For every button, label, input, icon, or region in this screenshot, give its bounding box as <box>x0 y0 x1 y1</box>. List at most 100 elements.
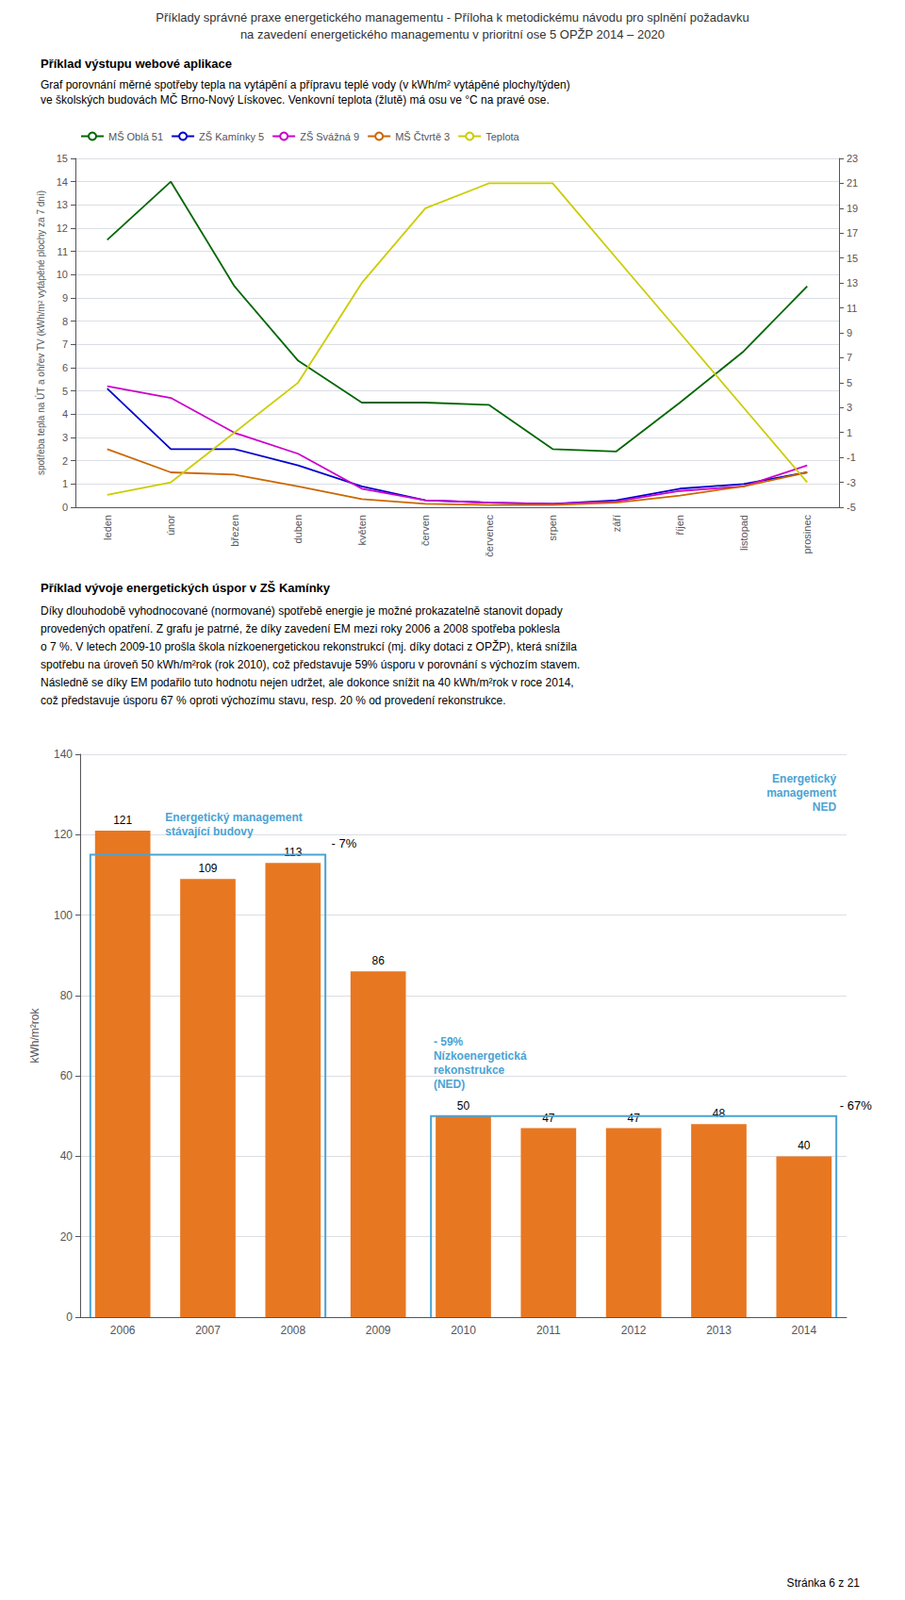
svg-text:Graf porovnání měrné spotřeby: Graf porovnání měrné spotřeby tepla na v… <box>40 78 571 92</box>
svg-text:121: 121 <box>113 813 132 827</box>
svg-text:2: 2 <box>62 455 68 467</box>
svg-text:- 59%: - 59% <box>433 1035 464 1049</box>
svg-text:září: září <box>610 514 623 532</box>
svg-text:MŠ Oblá 51: MŠ Oblá 51 <box>108 131 164 143</box>
svg-text:12: 12 <box>56 222 68 234</box>
svg-text:Příklady správné praxe energet: Příklady správné praxe energetického man… <box>155 10 749 25</box>
svg-text:spotřeba tepla na ÚT a ohřev T: spotřeba tepla na ÚT a ohřev TV (kWh/m² … <box>34 190 47 476</box>
svg-text:140: 140 <box>53 747 73 761</box>
svg-text:4: 4 <box>62 408 68 420</box>
svg-text:120: 120 <box>53 827 73 841</box>
svg-text:Následně se díky EM podařilo t: Následně se díky EM podařilo tuto hodnot… <box>40 675 575 690</box>
svg-text:Příklad vývoje energetických ú: Příklad vývoje energetických úspor v ZŠ … <box>40 580 331 595</box>
svg-text:11: 11 <box>57 246 68 258</box>
svg-text:20: 20 <box>60 1230 74 1244</box>
svg-text:2006: 2006 <box>110 1323 136 1337</box>
svg-text:2007: 2007 <box>195 1323 221 1337</box>
svg-text:srpen: srpen <box>546 514 559 542</box>
svg-text:Příklad výstupu webové aplikac: Příklad výstupu webové aplikace <box>40 56 232 71</box>
svg-text:ZŠ Kamínky 5: ZŠ Kamínky 5 <box>198 131 264 143</box>
svg-text:kWh/m²rok: kWh/m²rok <box>28 1007 42 1064</box>
svg-text:86: 86 <box>371 954 385 968</box>
svg-text:11: 11 <box>846 302 857 314</box>
svg-text:40: 40 <box>797 1138 811 1152</box>
svg-text:což představuje úsporu 67 % op: což představuje úsporu 67 % oproti výcho… <box>40 693 507 708</box>
svg-text:2009: 2009 <box>365 1323 392 1337</box>
svg-text:10: 10 <box>56 268 68 280</box>
svg-text:14: 14 <box>56 176 68 188</box>
svg-text:provedených opatření. Z grafu: provedených opatření. Z grafu je patrné,… <box>40 622 560 636</box>
svg-text:Energetický: Energetický <box>772 772 837 786</box>
svg-text:47: 47 <box>542 1111 556 1125</box>
svg-text:2012: 2012 <box>621 1323 647 1337</box>
svg-text:prosinec: prosinec <box>801 514 813 555</box>
svg-text:5: 5 <box>62 385 68 397</box>
svg-text:NED: NED <box>812 800 838 814</box>
svg-text:2010: 2010 <box>450 1323 477 1337</box>
svg-text:Díky dlouhodobě vyhodnocované: Díky dlouhodobě vyhodnocované (normované… <box>40 604 563 618</box>
svg-text:2013: 2013 <box>706 1323 732 1337</box>
svg-text:-3: -3 <box>846 477 856 489</box>
svg-text:(NED): (NED) <box>433 1077 465 1091</box>
svg-text:113: 113 <box>283 845 302 859</box>
svg-text:Stránka 6 z 21: Stránka 6 z 21 <box>787 1576 861 1590</box>
svg-text:2011: 2011 <box>536 1323 561 1337</box>
svg-text:3: 3 <box>62 431 68 444</box>
svg-text:13: 13 <box>846 277 858 289</box>
svg-text:listopad: listopad <box>738 514 750 551</box>
svg-text:květen: květen <box>356 514 368 545</box>
svg-text:60: 60 <box>60 1069 74 1083</box>
svg-text:Nízkoenergetická: Nízkoenergetická <box>433 1049 527 1063</box>
svg-text:Energetický management: Energetický management <box>164 810 302 824</box>
svg-text:13: 13 <box>56 198 68 211</box>
svg-text:19: 19 <box>846 202 858 214</box>
svg-text:1: 1 <box>846 427 853 439</box>
svg-text:červenec: červenec <box>483 514 495 558</box>
svg-text:na zavedení energetického mana: na zavedení energetického managementu v … <box>240 27 665 42</box>
svg-text:ZŠ Svážná 9: ZŠ Svážná 9 <box>299 131 360 143</box>
svg-text:leden: leden <box>101 514 114 541</box>
svg-text:9: 9 <box>62 292 68 304</box>
svg-text:říjen: říjen <box>674 514 686 535</box>
svg-text:0: 0 <box>65 1310 73 1324</box>
svg-text:8: 8 <box>62 315 68 328</box>
svg-text:3: 3 <box>846 401 853 413</box>
svg-text:5: 5 <box>846 377 853 389</box>
svg-text:50: 50 <box>457 1099 471 1113</box>
svg-text:80: 80 <box>60 988 74 1003</box>
svg-text:- 67%: - 67% <box>839 1098 873 1113</box>
svg-text:management: management <box>766 786 837 800</box>
svg-text:17: 17 <box>846 227 858 239</box>
svg-text:9: 9 <box>846 327 853 339</box>
svg-text:-1: -1 <box>846 451 856 463</box>
svg-text:únor: únor <box>164 514 177 536</box>
svg-text:23: 23 <box>846 152 858 165</box>
svg-text:červen: červen <box>419 514 431 546</box>
svg-text:109: 109 <box>197 861 217 875</box>
svg-text:stávající budovy: stávající budovy <box>164 824 254 839</box>
svg-text:- 7%: - 7% <box>330 836 357 851</box>
svg-text:100: 100 <box>53 908 73 922</box>
svg-text:spotřebu na úroveň 50 kWh/m²ro: spotřebu na úroveň 50 kWh/m²rok (rok 201… <box>40 658 580 672</box>
svg-text:rekonstrukce: rekonstrukce <box>433 1063 506 1077</box>
svg-text:7: 7 <box>846 351 853 363</box>
svg-text:2008: 2008 <box>279 1323 306 1337</box>
svg-text:duben: duben <box>292 514 304 544</box>
svg-text:ve školských budovách MČ Brno-: ve školských budovách MČ Brno-Nový Lísko… <box>40 92 550 107</box>
svg-text:MŠ Čtvrtě 3: MŠ Čtvrtě 3 <box>394 131 450 143</box>
svg-text:40: 40 <box>60 1149 74 1163</box>
svg-text:21: 21 <box>846 177 858 189</box>
svg-text:6: 6 <box>62 362 68 374</box>
svg-text:0: 0 <box>62 501 68 513</box>
svg-text:1: 1 <box>62 477 68 490</box>
svg-text:-5: -5 <box>846 501 856 513</box>
svg-text:48: 48 <box>712 1106 726 1120</box>
svg-text:15: 15 <box>846 252 858 264</box>
svg-text:15: 15 <box>56 152 68 165</box>
svg-text:o 7 %. V letech 2009-10 prošla: o 7 %. V letech 2009-10 prošla škola níz… <box>40 639 577 654</box>
svg-text:březen: březen <box>229 514 241 547</box>
svg-text:7: 7 <box>62 338 68 350</box>
svg-text:2014: 2014 <box>790 1323 817 1337</box>
svg-text:Teplota: Teplota <box>485 131 520 143</box>
svg-text:47: 47 <box>626 1111 641 1125</box>
